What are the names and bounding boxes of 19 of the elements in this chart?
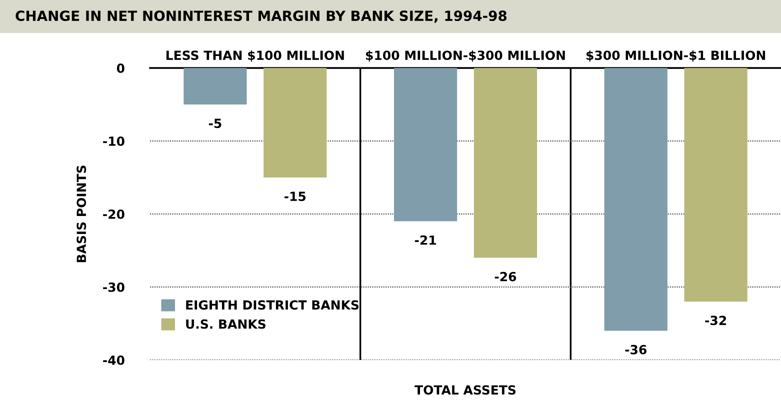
y-tick-label: -30 (103, 282, 124, 292)
x-tick-label: LESS THAN $100 MILLION (166, 50, 344, 62)
legend-label: EIGHTH DISTRICT BANKS (186, 300, 359, 310)
data-label: -5 (208, 118, 222, 128)
chart-title: CHANGE IN NET NONINTEREST MARGIN BY BANK SIZE, 1994-98 (16, 10, 507, 23)
legend-label: U.S. BANKS (186, 319, 266, 329)
data-label: -26 (494, 272, 516, 282)
x-tick-label: $100 MILLION-$300 MILLION (366, 50, 565, 62)
data-label: -21 (414, 235, 436, 245)
data-label: -32 (705, 316, 726, 326)
x-axis-title: TOTAL ASSETS (414, 385, 516, 395)
y-tick-label: 0 (116, 63, 124, 73)
x-tick-label: $300 MILLION-$1 BILLION (586, 50, 766, 62)
y-axis-title: BASIS POINTS (76, 166, 86, 262)
data-label: -15 (284, 192, 306, 202)
y-tick-label: -40 (103, 355, 124, 365)
y-tick-label: -10 (103, 136, 124, 146)
y-tick-label: -20 (103, 209, 124, 219)
data-label: -36 (625, 344, 646, 354)
